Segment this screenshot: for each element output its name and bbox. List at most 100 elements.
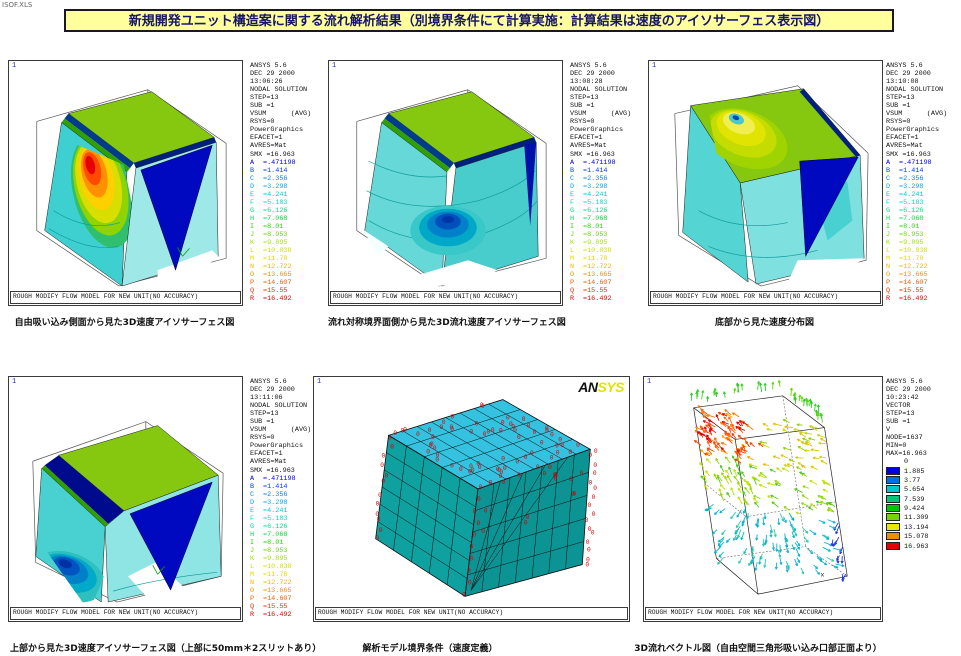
legend-color-swatch (886, 475, 900, 484)
legend-text-line: SMX =16.963 (250, 150, 295, 159)
legend-value: 13.194 (904, 523, 929, 532)
chart-panel-iso-symmetry-side[interactable]: 1 ROUGH MODIFY FLOW MODEL FOR NEW UNIT(N… (328, 60, 563, 306)
legend-value: =8.01 (263, 222, 284, 231)
legend-text-line: MAX=16.963 (886, 450, 927, 459)
file-name-label: ISOF.XLS (2, 1, 33, 9)
legend-value: =16.492 (899, 295, 928, 304)
legend-letter: Q (250, 287, 255, 296)
legend-text-line: SMX =16.963 (570, 150, 615, 159)
legend-contour-entry: B =1.414 (250, 483, 326, 491)
legend-swatch-row: 5.654 (886, 485, 961, 494)
legend-letter: L (570, 247, 575, 256)
boundary-marker: 0 (501, 455, 505, 462)
boundary-marker: 0 (517, 472, 521, 479)
legend-swatch-row: 11.309 (886, 513, 961, 522)
legend-letter: P (250, 279, 255, 288)
caption-panel3[interactable]: 底部から見た速度分布図 (714, 318, 814, 328)
boundary-marker: 0 (489, 479, 493, 486)
legend-contour-entry: Q =15.55 (250, 603, 326, 611)
legend-value: =4.241 (263, 190, 288, 199)
legend-letter: J (886, 230, 891, 239)
caption-panel1[interactable]: 自由吸い込み側面から見た3D速度アイソサーフェス図 (14, 318, 235, 328)
legend-value: =11.78 (263, 571, 288, 580)
boundary-marker: 0 (513, 427, 517, 434)
legend-contour-entry: O =13.665 (250, 271, 326, 279)
legend-value: =.471198 (583, 158, 616, 167)
legend-contour-entry: D =3.298 (886, 183, 961, 191)
chart-panel-iso-free-suction-side[interactable]: 1 ROUGH MODIFY FLOW MODEL FOR NEW UNIT(N… (8, 60, 243, 306)
boundary-marker: 0 (526, 514, 530, 521)
legend-letter: B (250, 166, 255, 175)
boundary-marker: 0 (511, 424, 515, 431)
legend-letter: G (570, 206, 575, 215)
legend-value: =3.298 (899, 182, 924, 191)
legend-color-swatch (886, 494, 900, 503)
boundary-marker: 0 (497, 467, 501, 474)
chart-panel-top-view[interactable]: 1 ROUGH MODIFY FLOW MODEL FOR NEW UNIT(N… (8, 376, 243, 622)
legend-text-line: NODAL SOLUTION (886, 86, 944, 95)
legend-value: =8.01 (583, 222, 604, 231)
legend-contour-entry: A =.471198 (570, 159, 646, 167)
plot-title-banner: ROUGH MODIFY FLOW MODEL FOR NEW UNIT(NO … (10, 607, 241, 620)
boundary-marker: 0 (468, 469, 472, 476)
legend-value: =7.068 (899, 214, 924, 223)
boundary-marker: 0 (385, 472, 389, 479)
legend-text-line: SMX =16.963 (250, 466, 295, 475)
legend-contour-entry: A =.471198 (886, 159, 961, 167)
legend-color-swatch (886, 522, 900, 531)
boundary-marker: 0 (484, 507, 488, 514)
legend-text-line: NODAL SOLUTION (250, 86, 308, 95)
legend-text-line: 13:08:28 (570, 78, 603, 87)
boundary-marker: 0 (536, 464, 540, 471)
legend-contour-entry: H =7.068 (886, 215, 961, 223)
legend-letter: C (886, 174, 891, 183)
legend-letter: O (886, 271, 891, 280)
legend-text-line: VSUM (AVG) (570, 110, 632, 119)
caption-panel5[interactable]: 解析モデル境界条件（速度定義） (362, 644, 498, 654)
legend-contour-entry: F =5.183 (886, 199, 961, 207)
legend-value: =10.838 (583, 247, 612, 256)
legend-letter: I (250, 222, 255, 231)
boundary-marker: 0 (376, 501, 380, 508)
legend-text-line: SMX =16.963 (886, 150, 931, 159)
boundary-marker: 0 (491, 427, 495, 434)
legend-contour-entry: Q =15.55 (886, 287, 961, 295)
legend-contour-entry: E =4.241 (570, 191, 646, 199)
legend-letter: G (886, 206, 891, 215)
legend-text-line: PowerGraphics (886, 126, 940, 135)
legend-value: =13.665 (899, 271, 928, 280)
legend-value: =9.895 (263, 239, 288, 248)
caption-panel6[interactable]: 3D流れベクトル図（自由空間三角形吸い込み口部正面より） (634, 644, 882, 654)
boundary-marker: 0 (592, 494, 596, 501)
caption-panel4[interactable]: 上部から見た3D速度アイソサーフェス図（上部に50mm＊2スリットあり） (10, 644, 322, 654)
chart-panel-bottom-view[interactable]: 1 ROUGH MODIFY FLOW MODEL FOR NEW UNIT(N… (648, 60, 883, 306)
legend-color-swatch (886, 532, 900, 541)
legend-text-line: SUB =1 (886, 418, 911, 427)
legend-value: =15.55 (899, 287, 924, 296)
legend-value: 3.77 (904, 476, 921, 485)
boundary-marker: 0 (576, 442, 580, 449)
legend-text-line: STEP=13 (570, 94, 599, 103)
boundary-marker: 0 (517, 434, 521, 441)
legend-contour-entry: G =6.126 (570, 207, 646, 215)
legend-text-line: AVRES=Mat (250, 458, 287, 467)
chart-panel-vector-flow[interactable]: x 1 ROUGH MODIFY FLOW MODEL FOR NEW UNIT… (643, 376, 883, 622)
boundary-marker: 0 (499, 428, 503, 435)
legend-text-line: RSYS=0 (250, 434, 275, 443)
legend-contour-entry: G =6.126 (250, 523, 326, 531)
legend-letter: O (570, 271, 575, 280)
ansys-logo-yellow: SYS (597, 379, 624, 395)
legend-color-swatch (886, 466, 900, 475)
ansys-legend-panel2: ANSYS 5.6 DEC 29 2000 13:08:28 NODAL SOLUTI… (570, 62, 646, 303)
boundary-marker: 0 (556, 449, 560, 456)
legend-text-line: RSYS=0 (250, 118, 275, 127)
sheet-title-cell[interactable]: 新規開発ユニット構造案に関する流れ解析結果（別境界条件にて計算実施：計算結果は速… (64, 9, 894, 32)
legend-value: =3.298 (263, 182, 288, 191)
caption-panel2[interactable]: 流れ対称境界面側から見た3D流れ速度アイソサーフェス図 (328, 318, 566, 328)
boundary-marker: 0 (571, 491, 575, 498)
legend-letter: E (886, 190, 891, 199)
legend-text-line: EFACET=1 (250, 450, 283, 459)
boundary-marker: 0 (579, 470, 583, 477)
legend-value: =10.838 (263, 247, 292, 256)
